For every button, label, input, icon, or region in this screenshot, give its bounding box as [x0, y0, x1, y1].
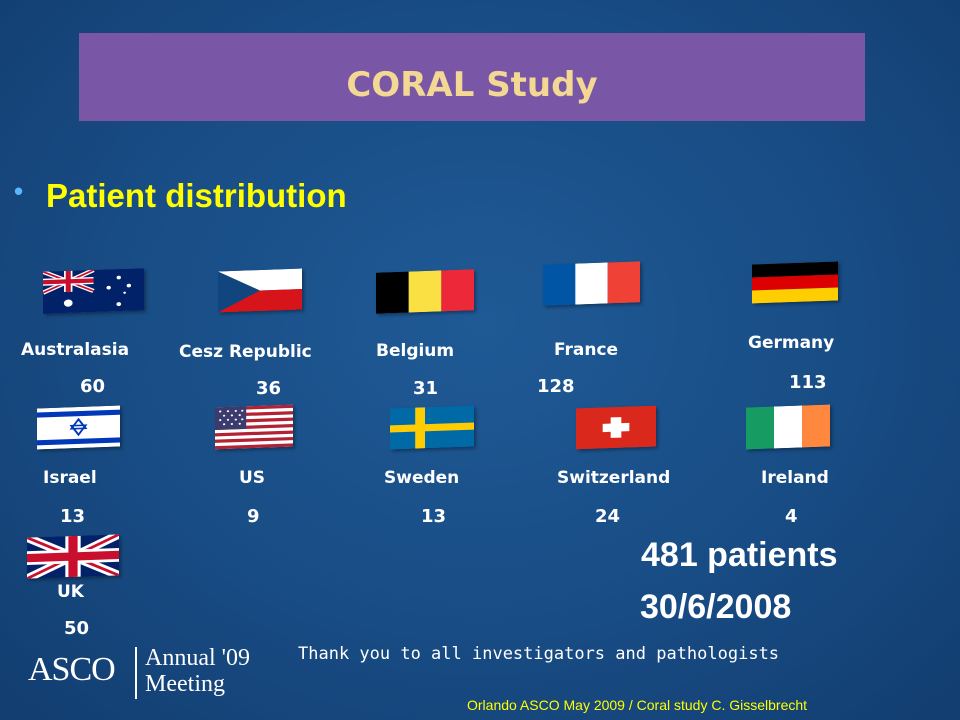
country-name: Belgium	[376, 341, 455, 361]
logo-line-2: Meeting	[145, 671, 225, 697]
country-count: 13	[421, 506, 447, 527]
germany-flag	[752, 261, 838, 304]
logo-divider	[135, 647, 137, 699]
country-name: Switzerland	[557, 468, 671, 488]
ireland-flag	[746, 404, 830, 450]
country-count: 60	[80, 376, 106, 397]
country-count: 31	[413, 378, 439, 399]
country-name: France	[554, 340, 619, 360]
country-count: 9	[247, 506, 260, 527]
sweden-flag	[390, 405, 474, 450]
israel-flag	[37, 405, 120, 450]
cutoff-date: 30/6/2008	[640, 588, 792, 626]
bullet-icon: •	[14, 176, 24, 206]
australia-flag	[43, 268, 144, 314]
belgium-flag	[376, 269, 474, 314]
country-count: 24	[595, 506, 621, 527]
logo-org: ASCO	[28, 651, 116, 688]
asco-logo: ASCO Annual '09 Meeting	[28, 645, 258, 701]
country-count: 128	[537, 376, 575, 397]
czech-flag	[218, 268, 302, 313]
uk-flag	[27, 534, 119, 579]
country-count: 50	[64, 618, 90, 639]
france-flag	[543, 261, 640, 306]
title-bar: CORAL Study	[79, 33, 865, 121]
switzerland-flag	[576, 405, 656, 450]
slide-title: CORAL Study	[346, 65, 598, 105]
country-name: Cesz Republic	[179, 342, 312, 362]
country-count: 4	[785, 506, 798, 527]
us-flag	[215, 404, 293, 450]
country-name: Australasia	[21, 340, 130, 360]
country-count: 36	[256, 378, 282, 399]
country-count: 13	[60, 506, 86, 527]
country-name: Sweden	[384, 468, 460, 488]
country-name: Israel	[43, 468, 97, 488]
slide-subtitle: Patient distribution	[46, 177, 347, 214]
country-name: US	[239, 468, 266, 488]
total-patients: 481 patients	[641, 536, 838, 574]
thanks-text: Thank you to all investigators and patho…	[298, 644, 780, 664]
country-count: 113	[789, 372, 827, 393]
country-name: Ireland	[761, 468, 829, 488]
country-name: Germany	[748, 333, 835, 353]
country-name: UK	[57, 582, 84, 602]
logo-line-1: Annual '09	[145, 645, 250, 671]
footer-text: Orlando ASCO May 2009 / Coral study C. G…	[467, 697, 808, 713]
